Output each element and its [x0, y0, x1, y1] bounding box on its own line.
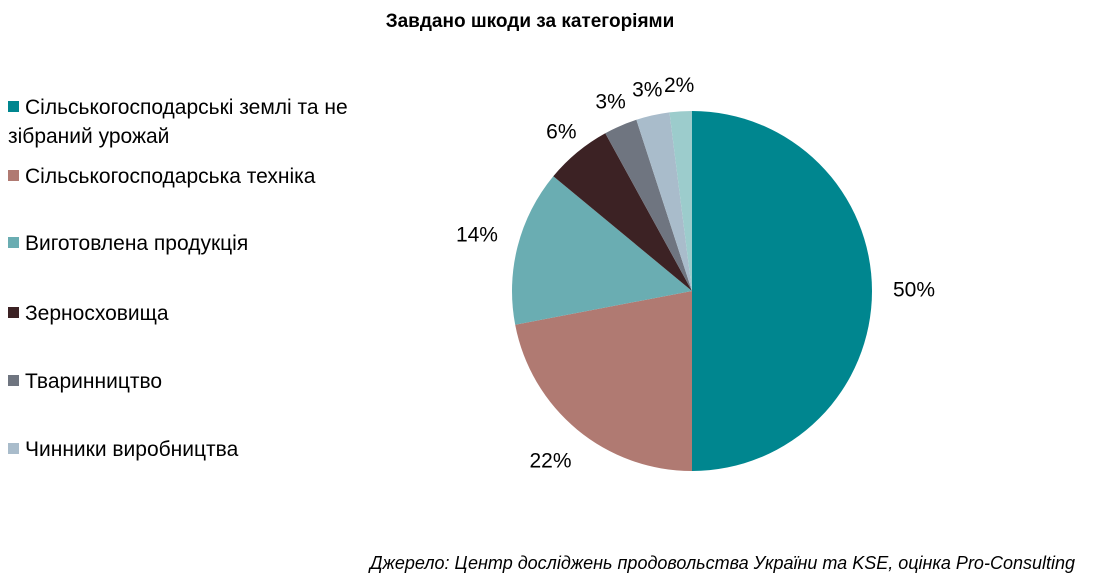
legend-label: Зерносховища — [25, 302, 169, 325]
legend-item: Виготовлена продукція — [8, 229, 348, 258]
legend-item: Сільськогосподарські землі та не зібрани… — [8, 93, 348, 151]
source: Джерело: Центр досліджень продовольства … — [368, 553, 1075, 573]
pie-slice — [605, 119, 692, 291]
legend-swatch — [8, 443, 19, 454]
data-label: 22% — [529, 450, 571, 473]
legend-swatch — [8, 237, 19, 248]
legend-item: Тваринництво — [8, 367, 348, 396]
legend-label: Тваринництво — [25, 370, 163, 393]
data-label: 2% — [664, 74, 694, 97]
pie-slice — [515, 291, 692, 471]
legend-swatch — [8, 101, 19, 112]
legend-label: Сільськогосподарська техніка — [25, 165, 316, 188]
legend-label: Виготовлена продукція — [25, 232, 249, 255]
data-label: 6% — [546, 121, 576, 144]
data-label: 50% — [893, 279, 935, 302]
legend-swatch — [8, 375, 19, 386]
pie-slice — [636, 112, 692, 291]
pie-slice — [669, 111, 692, 291]
data-label: 3% — [595, 90, 625, 113]
legend-label: Чинники виробництва — [25, 438, 239, 461]
legend-swatch — [8, 307, 19, 318]
data-label: 3% — [632, 78, 662, 101]
pie-slice — [512, 176, 692, 325]
legend-item: Чинники виробництва — [8, 435, 348, 464]
data-label: 14% — [456, 223, 498, 246]
pie-slice — [692, 111, 872, 471]
chart-title: Завдано шкоди за категоріями — [386, 11, 675, 32]
pie-slice — [553, 133, 692, 291]
legend-label: Сільськогосподарські землі та не зібрани… — [8, 96, 348, 148]
legend-item: Сільськогосподарська техніка — [8, 162, 348, 191]
legend-item: Зерносховища — [8, 299, 348, 328]
legend-swatch — [8, 170, 19, 181]
